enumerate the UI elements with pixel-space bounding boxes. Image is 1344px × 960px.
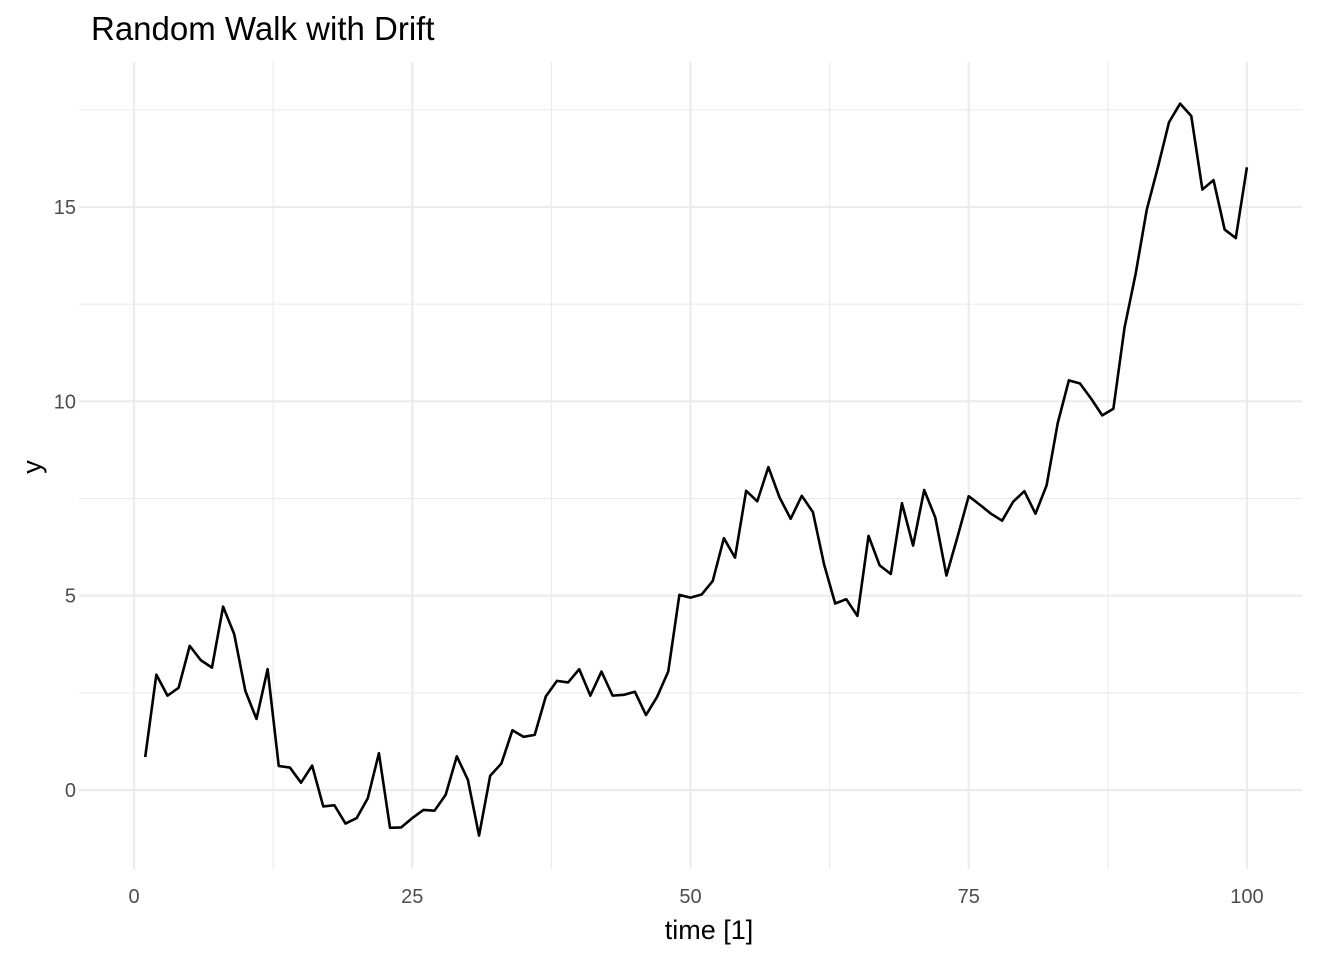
axis-tick-labels: 0 25 50 75 100 0 5 10 15 (54, 197, 1264, 908)
x-axis-title: time [1] (665, 915, 754, 945)
y-tick-label: 10 (54, 391, 76, 413)
chart-title: Random Walk with Drift (91, 10, 435, 47)
plot-series (143, 102, 1249, 837)
x-tick-label: 75 (958, 886, 980, 908)
y-tick-label: 0 (65, 780, 76, 802)
series-line (143, 102, 1249, 837)
grid (79, 62, 1302, 869)
y-tick-label: 5 (65, 586, 76, 608)
y-axis-title: y (17, 460, 47, 474)
x-tick-label: 50 (679, 886, 701, 908)
x-tick-label: 0 (129, 886, 140, 908)
x-tick-label: 100 (1230, 886, 1263, 908)
x-tick-label: 25 (401, 886, 423, 908)
y-tick-label: 15 (54, 197, 76, 219)
